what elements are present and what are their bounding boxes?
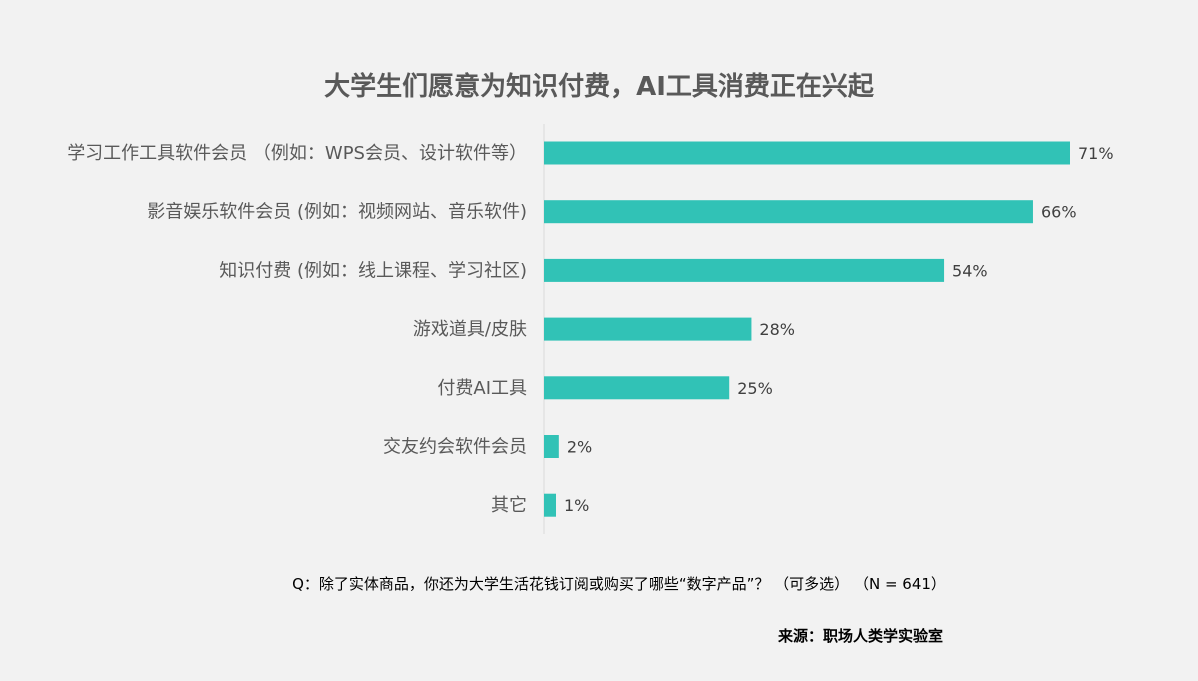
value-label: 25% [737, 379, 773, 398]
category-label: 其它 [491, 495, 527, 516]
value-label: 2% [567, 438, 592, 457]
bar [544, 141, 1070, 165]
survey-question: Q：除了实体商品，你还为大学生活花钱订阅或购买了哪些“数字产品”？ （可多选） … [292, 575, 946, 593]
bar [544, 200, 1033, 224]
category-label: 知识付费 (例如：线上课程、学习社区) [219, 260, 527, 281]
category-label: 影音娱乐软件会员 (例如：视频网站、音乐软件) [147, 202, 527, 223]
bar [544, 317, 752, 341]
chart-title: 大学生们愿意为知识付费，AI工具消费正在兴起 [324, 72, 874, 102]
bar [544, 376, 730, 400]
category-label: 学习工作工具软件会员 （例如：WPS会员、设计软件等） [67, 143, 527, 164]
value-label: 28% [759, 320, 795, 339]
bar [544, 258, 945, 282]
category-label: 付费AI工具 [437, 378, 527, 399]
bar [544, 493, 556, 517]
category-label: 交友约会软件会员 [383, 437, 527, 458]
value-label: 54% [952, 261, 988, 280]
bar [544, 435, 559, 458]
category-label: 游戏道具/皮肤 [413, 319, 527, 340]
value-label: 71% [1078, 144, 1114, 163]
bars-group: 学习工作工具软件会员 （例如：WPS会员、设计软件等） 71% 影音娱乐软件会员 (… [67, 141, 1114, 517]
value-label: 66% [1041, 203, 1077, 222]
source-note: 来源：职场人类学实验室 [778, 627, 944, 645]
value-label: 1% [564, 496, 589, 515]
